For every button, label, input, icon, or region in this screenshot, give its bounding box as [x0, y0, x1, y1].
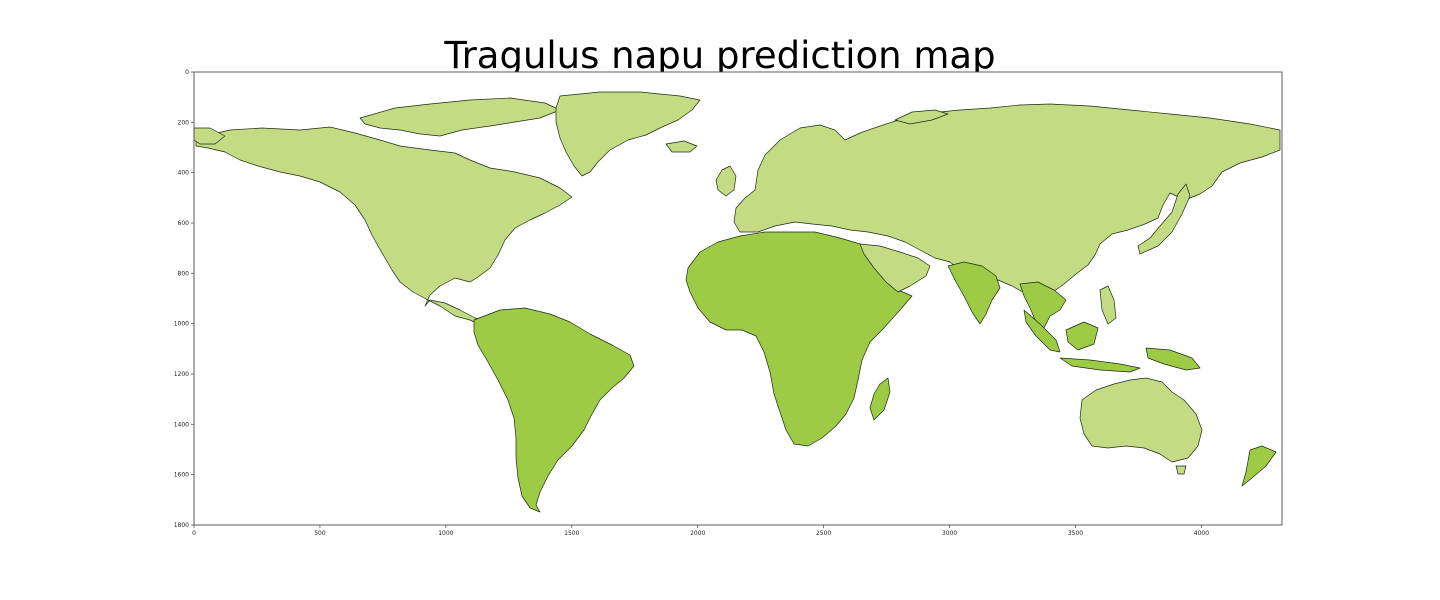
new-guinea	[1145, 347, 1201, 371]
x-tick-label: 1500	[564, 530, 579, 537]
svalbard-novaya-zemlya	[894, 109, 949, 125]
japan	[1137, 183, 1191, 255]
madagascar	[869, 377, 891, 421]
indonesia-borneo	[1023, 309, 1141, 373]
philippines	[1099, 285, 1117, 325]
y-tick-label: 1800	[174, 522, 189, 529]
x-tick-label: 0	[192, 530, 196, 537]
tasmania	[1175, 465, 1187, 475]
australia-landmass	[1079, 377, 1203, 463]
plot-area-border	[193, 71, 1283, 526]
x-tick-label: 4000	[1194, 530, 1209, 537]
axes-ticks: 0 500 1000 1500 2000 2500 3000 3500 4000 0 200 400 6…	[174, 69, 1210, 537]
y-tick-label: 1600	[174, 472, 189, 479]
y-tick-label: 200	[178, 119, 190, 126]
x-tick-label: 3000	[942, 530, 957, 537]
x-tick-label: 2500	[816, 530, 831, 537]
arabia	[859, 243, 931, 293]
y-tick-label: 600	[178, 220, 190, 227]
x-tick-label: 3500	[1068, 530, 1083, 537]
iceland	[665, 140, 698, 153]
x-tick-label: 500	[314, 530, 326, 537]
new-zealand	[1241, 445, 1277, 487]
y-tick-label: 1000	[174, 321, 189, 328]
british-isles	[715, 165, 737, 197]
x-tick-label: 1000	[438, 530, 453, 537]
south-america-landmass	[473, 307, 635, 513]
map-title: Tragulus napu prediction map	[444, 34, 996, 77]
north-america-landmass	[195, 126, 573, 327]
canadian-arctic-islands	[359, 97, 561, 137]
y-tick-label: 1400	[174, 421, 189, 428]
y-tick-label: 800	[178, 270, 190, 277]
y-tick-label: 1200	[174, 371, 189, 378]
southeast-asia	[1019, 281, 1067, 329]
y-tick-label: 0	[185, 69, 189, 76]
x-tick-label: 2000	[690, 530, 705, 537]
land-layer	[193, 91, 1281, 513]
india-subcontinent	[947, 261, 1001, 325]
africa-landmass	[685, 231, 913, 447]
y-tick-label: 400	[178, 170, 190, 177]
greenland-landmass	[555, 91, 701, 177]
